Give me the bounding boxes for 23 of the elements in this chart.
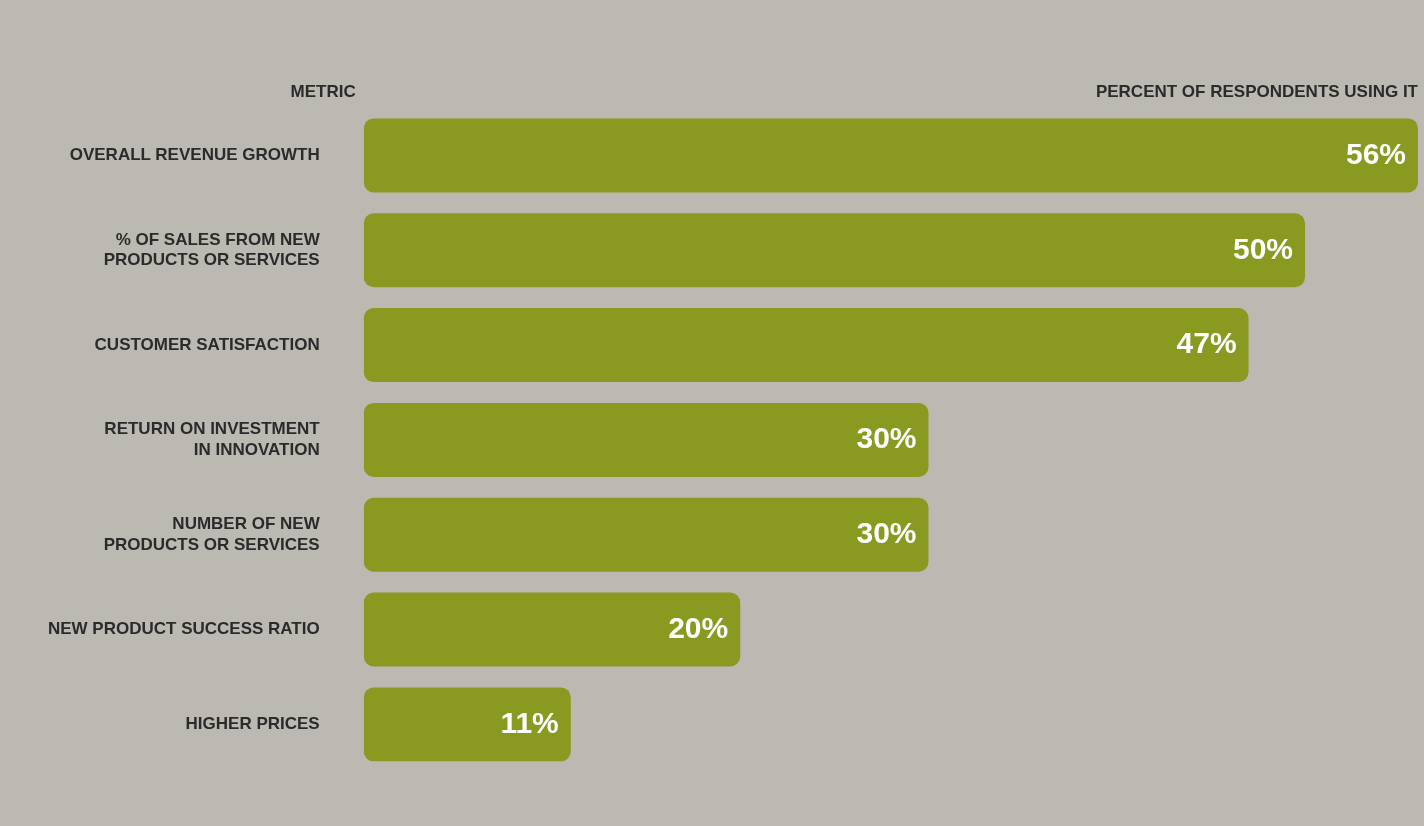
- data-label: 50%: [1232, 231, 1294, 265]
- bar: [363, 497, 929, 572]
- data-label: 11%: [500, 705, 559, 739]
- bar: [363, 402, 929, 477]
- data-label: 30%: [856, 515, 917, 549]
- bar: [363, 308, 1249, 383]
- y-axis-title: METRIC: [290, 81, 356, 101]
- y-tick-label: HIGHER PRICES: [185, 714, 320, 734]
- y-tick-label: OVERALL REVENUE GROWTH: [69, 145, 320, 165]
- data-label: 20%: [668, 610, 729, 644]
- y-tick-label: % OF SALES FROM NEW PRODUCTS OR SERVICES: [103, 229, 321, 270]
- bar: [363, 213, 1306, 288]
- data-label: 47%: [1176, 326, 1237, 360]
- y-tick-label: RETURN ON INVESTMENT IN INNOVATION: [104, 419, 321, 459]
- bar: [363, 118, 1418, 193]
- x-axis-title: PERCENT OF RESPONDENTS USING IT: [1095, 81, 1419, 101]
- bar: [363, 592, 741, 667]
- bar: [363, 687, 571, 762]
- y-tick-label: CUSTOMER SATISFACTION: [94, 334, 320, 354]
- data-label: 30%: [856, 421, 917, 455]
- data-label: 56%: [1345, 136, 1406, 170]
- y-tick-label: NUMBER OF NEW PRODUCTS OR SERVICES: [103, 514, 321, 554]
- y-tick-label: NEW PRODUCT SUCCESS RATIO: [47, 619, 320, 639]
